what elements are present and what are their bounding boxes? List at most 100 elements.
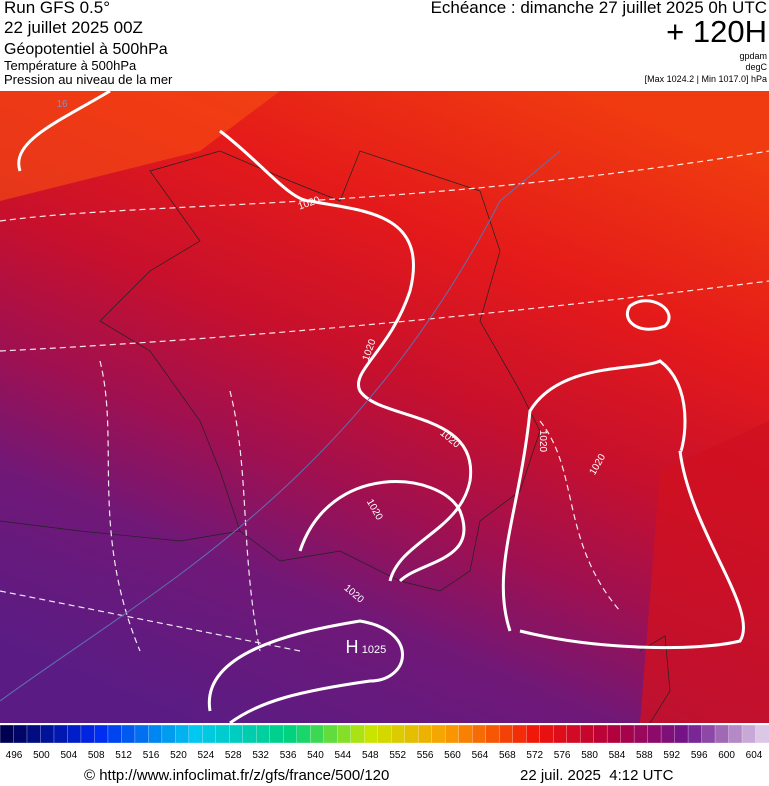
colorbar-swatch (458, 724, 473, 744)
colorbar-swatch (161, 724, 177, 744)
temp-label: 16 (56, 99, 68, 110)
colorbar-swatch (26, 724, 42, 744)
colorbar-label: 520 (170, 750, 187, 761)
colorbar-swatch (175, 724, 190, 744)
colorbar-swatch (674, 724, 689, 744)
colorbar-swatch (350, 724, 365, 744)
colorbar-swatch (337, 724, 352, 744)
colorbar-label: 524 (198, 750, 215, 761)
colorbar-swatch (202, 724, 217, 744)
colorbar-swatch (391, 724, 406, 744)
unit: degC (745, 62, 767, 72)
colorbar-swatch (148, 724, 163, 744)
colorbar-swatch (188, 724, 204, 744)
colorbar-swatch (0, 724, 15, 744)
colorbar-swatch (485, 724, 500, 744)
colorbar-label: 508 (88, 750, 105, 761)
coastlines (0, 150, 671, 723)
colorbar-swatch (472, 724, 487, 744)
generated-time: 22 juil. 2025 4:12 UTC (520, 767, 674, 784)
colorbar-label: 528 (225, 750, 242, 761)
colorbar-swatch (242, 724, 257, 744)
colorbar-swatch (256, 724, 271, 744)
isotherm (0, 150, 561, 702)
colorbar-swatch (134, 724, 150, 744)
colorbar-swatch (512, 724, 527, 744)
colorbar-swatch (552, 724, 568, 744)
height-contours (0, 150, 769, 652)
colorbar-swatch (215, 724, 231, 744)
high-label: H (346, 637, 359, 657)
valid-time: Echéance : dimanche 27 juillet 2025 0h U… (430, 0, 767, 17)
colorbar-label: 548 (362, 750, 379, 761)
colorbar-swatch (296, 724, 311, 744)
colorbar-label: 592 (663, 750, 680, 761)
colorbar-swatch (404, 724, 419, 744)
colorbar-swatch (593, 724, 608, 744)
colorbar-swatch (364, 724, 379, 744)
colorbar-label: 600 (718, 750, 735, 761)
colorbar-swatch (620, 724, 635, 744)
field-label: Géopotentiel à 500hPa (4, 41, 168, 58)
colorbar-swatch (40, 724, 55, 744)
colorbar-label: 576 (554, 750, 571, 761)
run-date: 22 juillet 2025 00Z (4, 18, 143, 37)
colorbar-swatch (633, 724, 649, 744)
unit: gpdam (739, 51, 767, 61)
colorbar-swatch (431, 724, 446, 744)
run-title: Run GFS 0.5° (4, 0, 111, 17)
colorbar-label: 540 (307, 750, 324, 761)
colorbar-label: 504 (60, 750, 77, 761)
colorbar-label: 536 (280, 750, 297, 761)
high-value: 1025 (362, 644, 386, 656)
colorbar-swatch (539, 724, 554, 744)
colorbar-label: 556 (417, 750, 434, 761)
colorbar-label: 532 (252, 750, 269, 761)
colorbar-swatch (526, 724, 541, 744)
colorbar-swatch (714, 724, 730, 744)
colorbar-swatch (647, 724, 662, 744)
lead-time: + 120H (666, 14, 767, 49)
colorbar-swatch (701, 724, 716, 744)
colorbar-label: 560 (444, 750, 461, 761)
colorbar-label: 552 (389, 750, 406, 761)
colorbar-label: 580 (581, 750, 598, 761)
colorbar-swatch (121, 724, 136, 744)
warm-area (0, 91, 280, 201)
colorbar-swatch (67, 724, 82, 744)
colorbar-label: 604 (746, 750, 763, 761)
colorbar-label: 500 (33, 750, 50, 761)
colorbar-swatch (660, 724, 676, 744)
colorbar-swatch (499, 724, 514, 744)
field-label: Température à 500hPa (4, 58, 137, 73)
pressure-range: [Max 1024.2 | Min 1017.0] hPa (644, 74, 767, 84)
colorbar-swatch (728, 724, 743, 744)
colorbar-label: 544 (335, 750, 352, 761)
colorbar-swatch (283, 724, 298, 744)
colorbar-label: 516 (143, 750, 160, 761)
colorbar-swatch (229, 724, 244, 744)
colorbar-swatch (418, 724, 433, 744)
colorbar-swatch (687, 724, 703, 744)
colorbar: 496 500 504 508 512 516 520 524 528 532 536 540 544 5… (0, 724, 769, 761)
colorbar-swatch (269, 724, 284, 744)
colorbar-swatch (606, 724, 622, 744)
colorbar-swatch (80, 724, 96, 744)
colorbar-label: 568 (499, 750, 516, 761)
colorbar-swatch (377, 724, 392, 744)
colorbar-swatch (445, 724, 460, 744)
colorbar-label: 596 (691, 750, 708, 761)
colorbar-label: 572 (526, 750, 543, 761)
colorbar-swatch (755, 724, 769, 744)
field-label: Pression au niveau de la mer (4, 72, 173, 87)
colorbar-swatch (323, 724, 338, 744)
colorbar-swatch (579, 724, 595, 744)
colorbar-swatch (741, 724, 757, 744)
colorbar-label: 512 (115, 750, 132, 761)
colorbar-swatch (13, 724, 28, 744)
colorbar-label: 564 (472, 750, 489, 761)
colorbar-swatch (107, 724, 123, 744)
isobar-label: 1020 (537, 430, 548, 453)
